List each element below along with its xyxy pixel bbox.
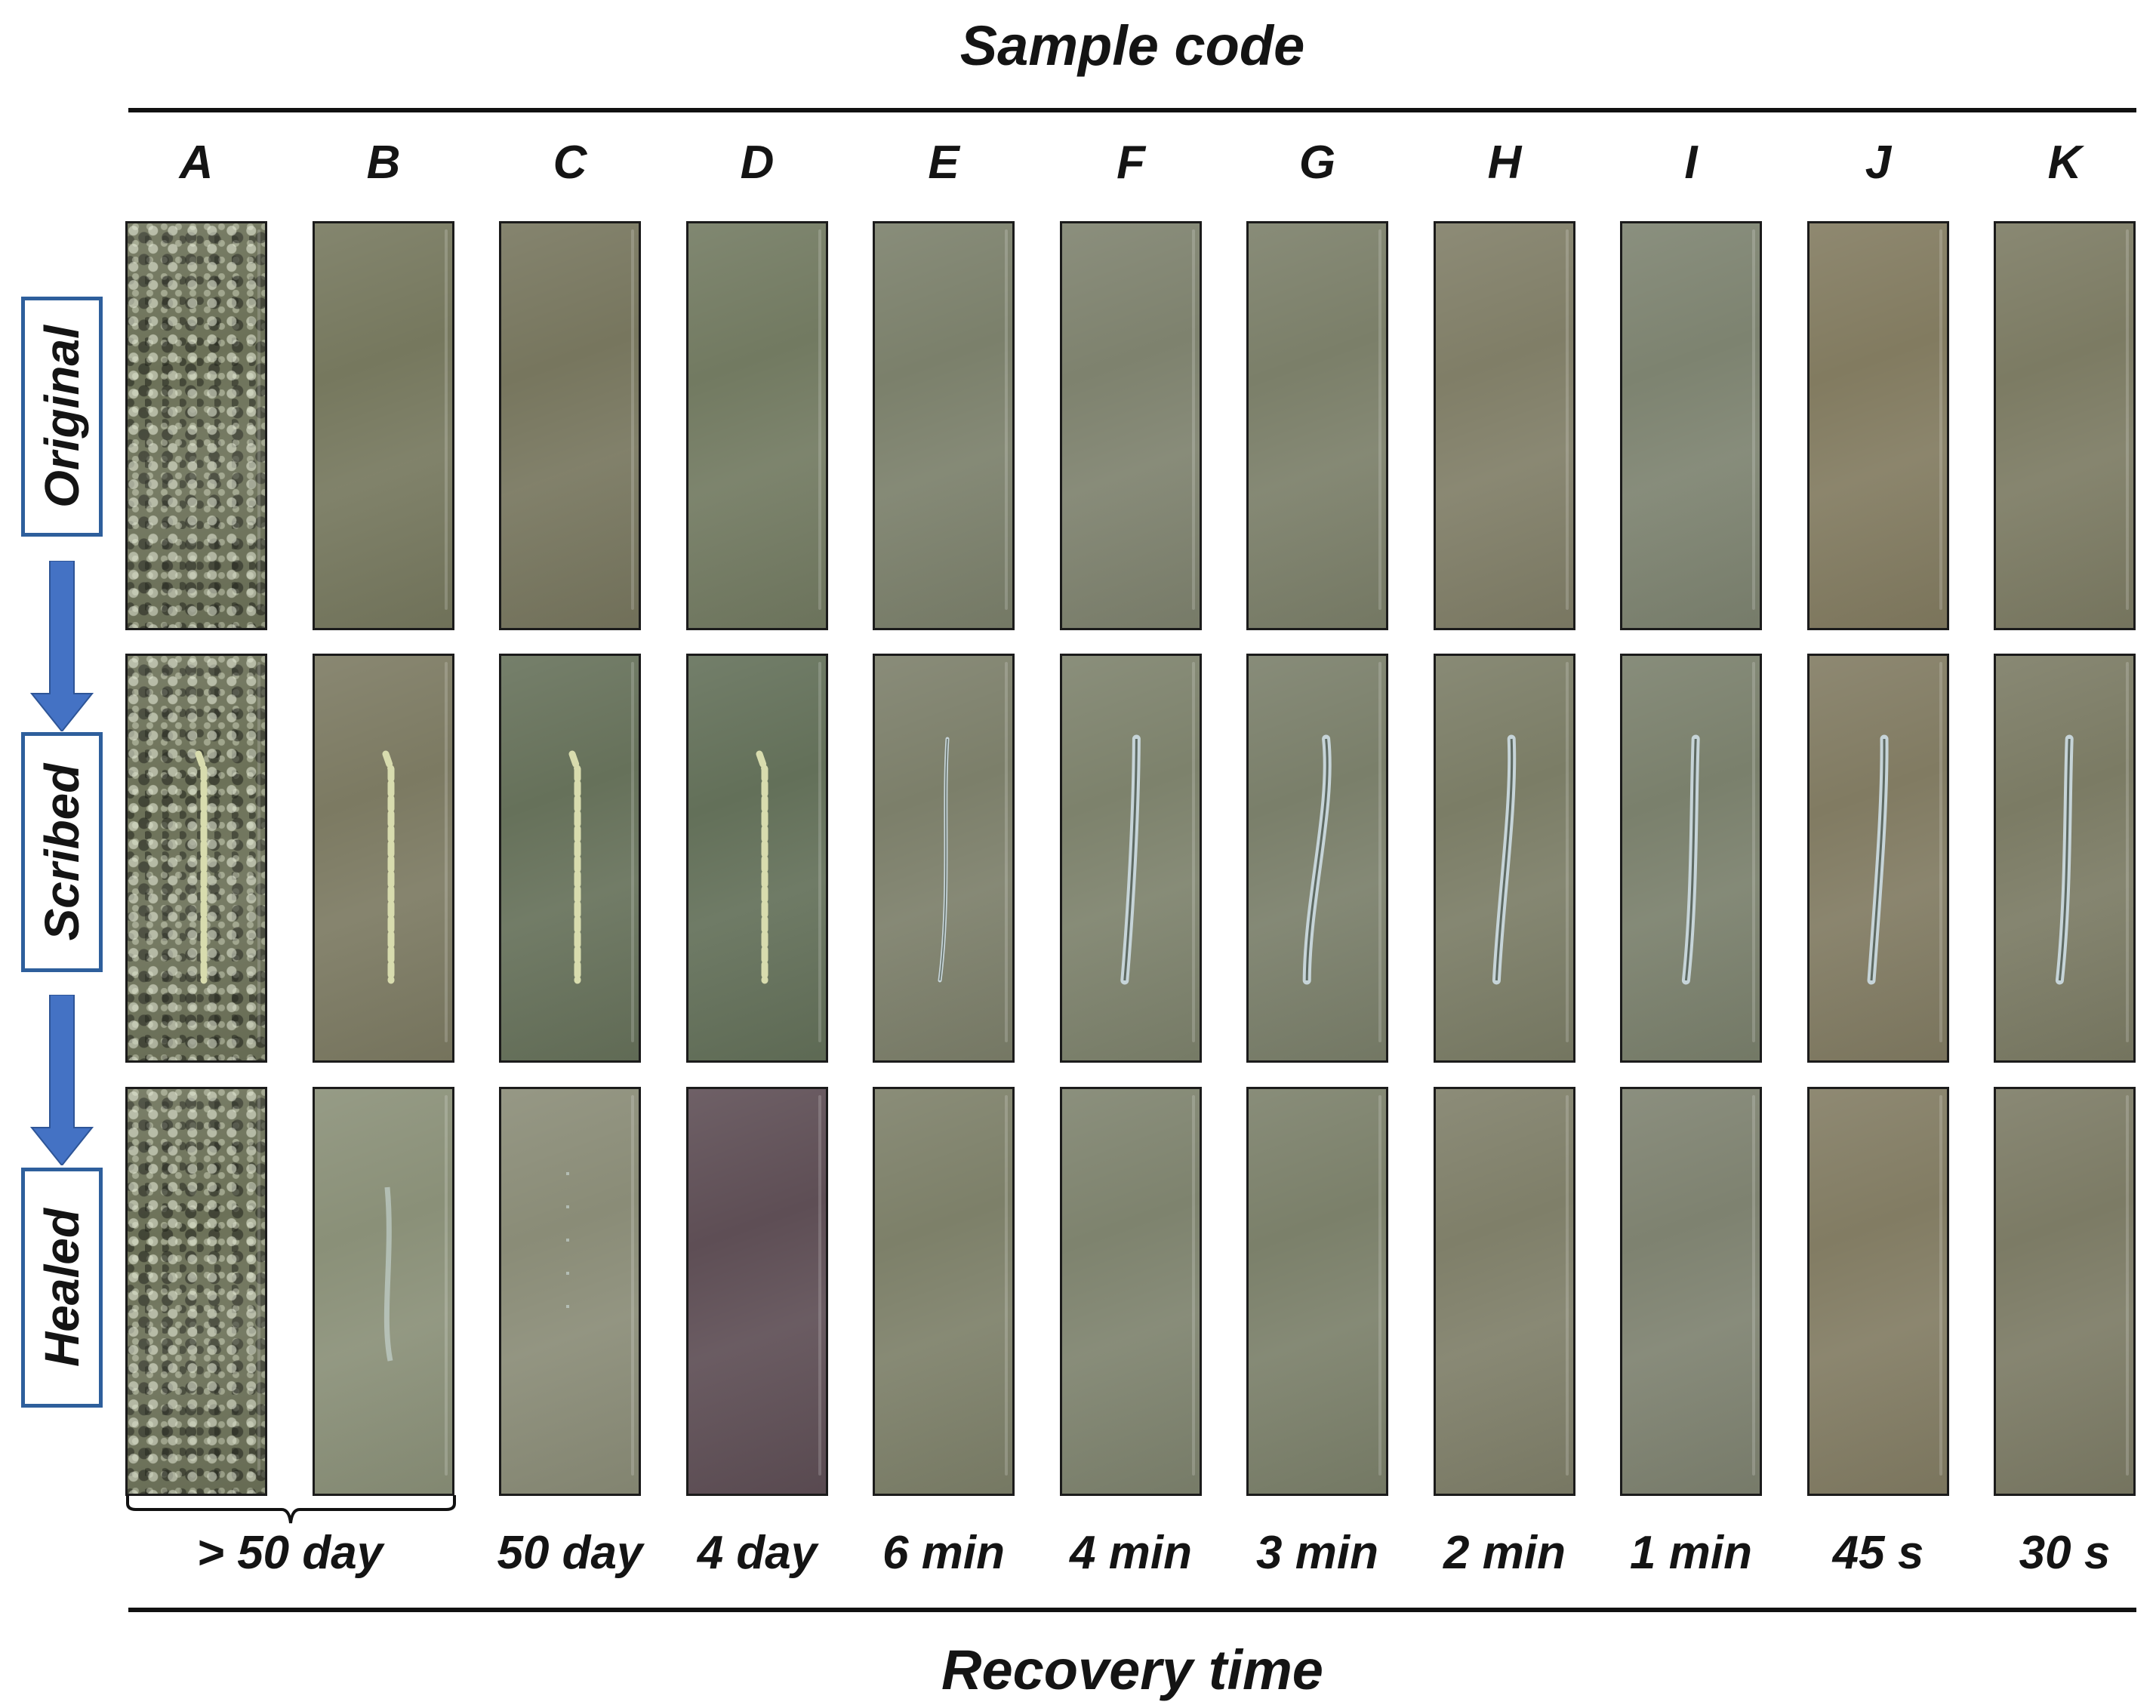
sample-panel-d-original [686, 221, 828, 630]
sample-panel-k-scribed [1994, 654, 2136, 1063]
sample-panel-c-healed [499, 1087, 641, 1496]
sample-code-e: E [928, 137, 959, 189]
sample-panel-h-healed [1434, 1087, 1575, 1496]
sample-code-c: C [553, 137, 587, 189]
sample-panel-g-original [1246, 221, 1388, 630]
sample-panel-j-original [1807, 221, 1949, 630]
scribe-mark [1302, 734, 1332, 985]
down-arrow-icon [30, 995, 94, 1165]
sample-code-b: B [366, 137, 401, 189]
sample-panel-h-scribed [1434, 654, 1575, 1063]
recovery-time-label: 2 min [1443, 1527, 1566, 1579]
scribe-mark [195, 750, 208, 984]
row-label-text: Original [35, 325, 89, 508]
scribe-mark [1681, 734, 1700, 985]
recovery-time-label: 1 min [1630, 1527, 1752, 1579]
sample-panel-i-scribed [1620, 654, 1762, 1063]
sample-panel-g-scribed [1246, 654, 1388, 1063]
scribe-mark [938, 737, 950, 983]
sample-panel-f-healed [1060, 1087, 1202, 1496]
recovery-time-label: 50 day [497, 1527, 643, 1579]
down-arrow-icon [30, 561, 94, 731]
sample-panel-c-original [499, 221, 641, 630]
recovery-time-label: 30 s [2019, 1527, 2111, 1579]
sample-panel-j-scribed [1807, 654, 1949, 1063]
sample-panel-a-scribed [125, 654, 267, 1063]
recovery-time-label: 3 min [1256, 1527, 1378, 1579]
recovery-time-label: 6 min [882, 1527, 1005, 1579]
sample-panel-e-healed [873, 1087, 1015, 1496]
sample-code-f: F [1116, 137, 1145, 189]
sample-panel-d-scribed [686, 654, 828, 1063]
recovery-time-label: 45 s [1832, 1527, 1924, 1579]
healed-scar [383, 1186, 393, 1362]
sample-panel-i-healed [1620, 1087, 1762, 1496]
sample-panel-a-healed [125, 1087, 267, 1496]
row-label-original: Original [21, 297, 103, 537]
sample-panel-g-healed [1246, 1087, 1388, 1496]
sample-code-title: Sample code [959, 14, 1305, 77]
top-rule [128, 108, 2136, 112]
row-label-scribed: Scribed [21, 732, 103, 972]
sample-panel-k-original [1994, 221, 2136, 630]
scribe-mark [1492, 734, 1517, 985]
sample-panel-a-original [125, 221, 267, 630]
healed-scar [566, 1172, 569, 1331]
recovery-time-title: Recovery time [941, 1639, 1323, 1701]
sample-panel-d-healed [686, 1087, 828, 1496]
scribe-mark [382, 750, 395, 984]
scribe-mark [756, 750, 768, 984]
brace-group-a-b [126, 1495, 456, 1524]
sample-code-i: I [1684, 137, 1698, 189]
sample-panel-c-scribed [499, 654, 641, 1063]
scribe-mark [2055, 734, 2074, 985]
scribe-mark [568, 750, 581, 984]
row-label-text: Healed [35, 1208, 89, 1367]
sample-code-k: K [2047, 137, 2082, 189]
sample-panel-f-original [1060, 221, 1202, 630]
scribe-mark [1120, 734, 1141, 985]
sample-code-h: H [1487, 137, 1522, 189]
scribe-mark [1867, 734, 1889, 985]
recovery-time-label: 4 min [1070, 1527, 1192, 1579]
sample-panel-b-scribed [313, 654, 454, 1063]
sample-panel-k-healed [1994, 1087, 2136, 1496]
sample-panel-i-original [1620, 221, 1762, 630]
sample-code-d: D [740, 137, 775, 189]
bottom-rule [128, 1608, 2136, 1612]
sample-panel-b-healed [313, 1087, 454, 1496]
recovery-time-label: > 50 day [196, 1527, 383, 1579]
sample-code-j: J [1865, 137, 1892, 189]
sample-panel-h-original [1434, 221, 1575, 630]
sample-panel-e-original [873, 221, 1015, 630]
sample-panel-e-scribed [873, 654, 1015, 1063]
sample-panel-j-healed [1807, 1087, 1949, 1496]
row-label-text: Scribed [35, 763, 89, 941]
sample-panel-b-original [313, 221, 454, 630]
sample-panel-f-scribed [1060, 654, 1202, 1063]
recovery-time-label: 4 day [697, 1527, 818, 1579]
row-label-healed: Healed [21, 1168, 103, 1408]
sample-code-a: A [179, 137, 214, 189]
sample-code-g: G [1298, 137, 1336, 189]
